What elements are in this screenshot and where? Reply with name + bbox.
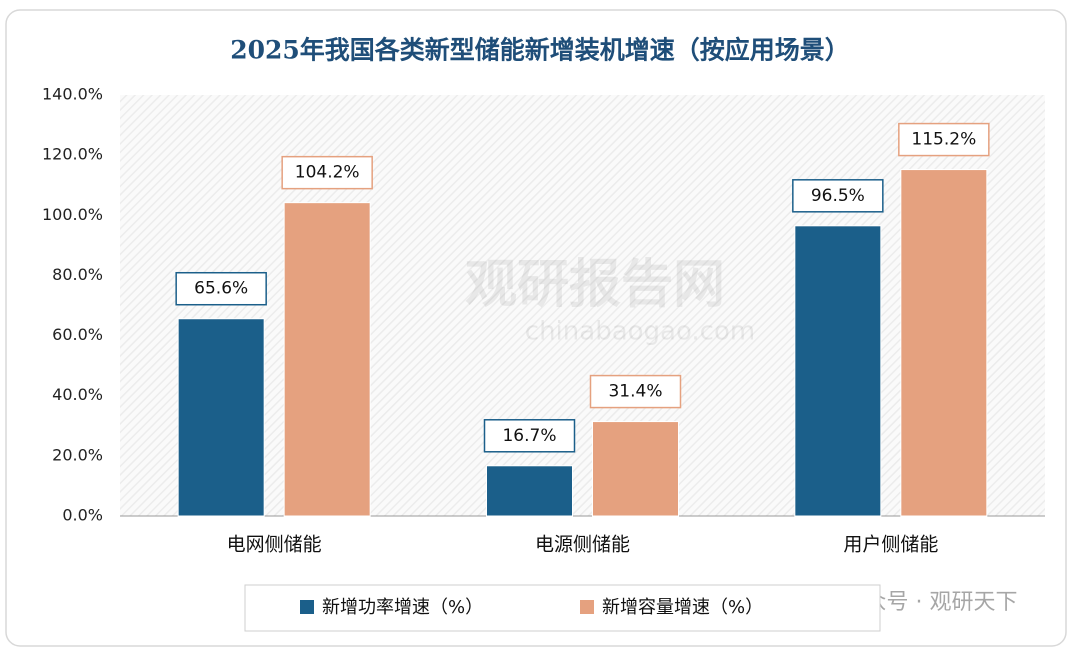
data-label-box (483, 419, 576, 453)
legend-swatch (580, 600, 594, 614)
bar (283, 202, 371, 517)
y-tick-label: 20.0% (52, 445, 103, 464)
data-label: 16.7% (502, 426, 556, 446)
chart-title: 2025年我国各类新型储能新增装机增速（按应用场景） (230, 36, 850, 65)
data-label-box (898, 122, 990, 157)
legend-label: 新增容量增速（%） (602, 597, 763, 618)
data-label: 31.4% (608, 382, 662, 402)
watermark: chinabaogao.com (525, 317, 755, 347)
y-tick-label: 100.0% (42, 205, 103, 224)
legend-swatch (300, 600, 314, 614)
data-label-box (175, 271, 267, 306)
legend-label: 新增功率增速（%） (322, 597, 483, 618)
data-label: 104.2% (295, 163, 360, 183)
bar (486, 465, 573, 517)
x-tick-label: 用户侧储能 (843, 534, 938, 556)
y-tick-label: 60.0% (52, 325, 103, 344)
y-tick-label: 80.0% (52, 265, 103, 284)
y-tick-label: 120.0% (42, 145, 103, 164)
bar (592, 421, 679, 517)
x-tick-label: 电网侧储能 (227, 534, 322, 556)
data-label-box (792, 179, 884, 213)
bar (177, 318, 265, 517)
data-label-box (281, 155, 373, 190)
bar (900, 169, 988, 517)
data-label: 115.2% (911, 130, 976, 150)
x-tick-label: 电源侧储能 (535, 534, 630, 556)
data-label: 65.6% (194, 279, 248, 299)
y-tick-label: 40.0% (52, 385, 103, 404)
legend (244, 584, 881, 632)
plot-area (120, 95, 1045, 516)
bar (794, 225, 882, 517)
watermark: 观研报告网 (465, 255, 725, 315)
data-label: 96.5% (811, 186, 865, 206)
y-tick-label: 140.0% (42, 85, 103, 104)
data-label-box (589, 374, 682, 409)
y-tick-label: 0.0% (62, 506, 103, 525)
